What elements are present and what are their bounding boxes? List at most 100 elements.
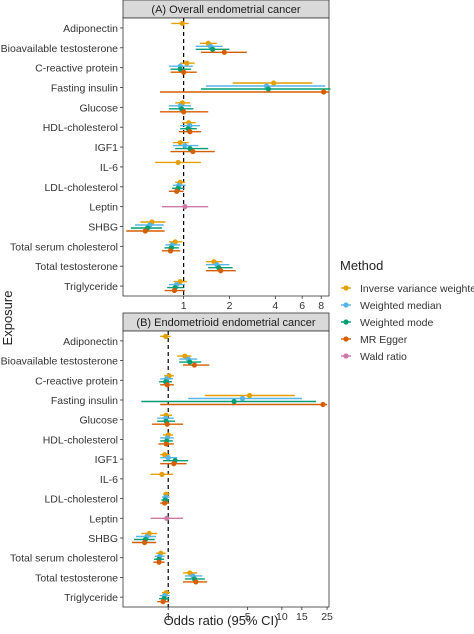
x-tick-label-b-25: 25 xyxy=(321,611,333,623)
point-a-adiponectin-inverse-variance-weighted xyxy=(179,20,185,27)
point-b-leptin-wald-ratio xyxy=(164,515,170,521)
y-tick-label-a-bioavailable-testosterone: Bioavailable testosterone xyxy=(1,43,118,55)
panel-b-title: (B) Endometrioid endometrial cancer xyxy=(136,317,315,329)
point-a-il-6-inverse-variance-weighted xyxy=(175,159,181,166)
y-tick-label-a-adiponectin: Adiponectin xyxy=(63,23,118,35)
panel-a-frame xyxy=(122,17,330,297)
point-b-ldl-cholesterol-mr-egger xyxy=(162,500,168,506)
x-axis-title: Odds ratio (95% CI) xyxy=(164,613,279,628)
point-a-hdl-cholesterol-mr-egger xyxy=(187,129,193,135)
point-b-bioavailable-testosterone-weighted-mode xyxy=(187,359,193,365)
legend-label-wald-ratio: Wald ratio xyxy=(360,351,407,363)
point-a-igf1-inverse-variance-weighted xyxy=(177,139,183,146)
panel-b: (B) Endometrioid endometrial cancer Adip… xyxy=(1,312,333,623)
y-tick-label-b-bioavailable-testosterone: Bioavailable testosterone xyxy=(1,356,118,368)
y-tick-label-b-c-reactive-protein: C-reactive protein xyxy=(35,375,118,387)
point-a-igf1-weighted-median xyxy=(182,142,188,149)
legend-key-mr-egger xyxy=(343,336,349,342)
x-tick-label-a-4: 4 xyxy=(272,300,278,312)
point-b-total-testosterone-mr-egger xyxy=(193,579,199,585)
y-tick-label-a-triglyceride: Triglyceride xyxy=(64,281,118,293)
y-tick-label-b-shbg: SHBG xyxy=(88,533,118,545)
y-tick-label-a-glucose: Glucose xyxy=(79,102,118,114)
point-a-triglyceride-mr-egger xyxy=(171,287,178,294)
legend-label-weighted-mode: Weighted mode xyxy=(360,317,434,329)
x-tick-label-a-6: 6 xyxy=(299,300,305,312)
x-tick-label-b-1: 1 xyxy=(165,611,171,623)
point-b-adiponectin-inverse-variance-weighted xyxy=(163,333,169,339)
y-axis-title: Exposure xyxy=(0,291,15,346)
x-tick-label-b-10: 10 xyxy=(276,611,288,623)
y-tick-label-b-hdl-cholesterol: HDL-cholesterol xyxy=(43,434,118,446)
panel-a: (A) Overall endometrial cancer Adiponect… xyxy=(1,0,331,312)
y-tick-label-b-igf1: IGF1 xyxy=(95,454,118,466)
y-tick-label-b-glucose: Glucose xyxy=(79,415,118,427)
y-tick-label-a-leptin: Leptin xyxy=(89,202,118,214)
point-a-c-reactive-protein-mr-egger xyxy=(181,69,187,75)
y-tick-label-b-adiponectin: Adiponectin xyxy=(63,336,118,348)
legend: Method Inverse variance weighted Weighted… xyxy=(340,258,474,363)
point-a-triglyceride-inverse-variance-weighted xyxy=(177,278,183,285)
y-tick-label-a-c-reactive-protein: C-reactive protein xyxy=(35,63,118,75)
point-b-igf1-mr-egger xyxy=(171,461,177,467)
point-b-c-reactive-protein-mr-egger xyxy=(164,382,170,388)
y-tick-label-a-fasting-insulin: Fasting insulin xyxy=(51,83,118,95)
point-b-fasting-insulin-weighted-mode xyxy=(231,398,237,405)
point-b-total-serum-cholesterol-mr-egger xyxy=(156,559,162,565)
point-b-bioavailable-testosterone-mr-egger xyxy=(191,362,198,368)
y-tick-label-a-total-testosterone: Total testosterone xyxy=(35,261,118,273)
point-a-c-reactive-protein-weighted-mode xyxy=(177,66,183,72)
y-tick-label-a-il-6: IL-6 xyxy=(100,162,118,174)
y-tick-label-b-fasting-insulin: Fasting insulin xyxy=(51,395,118,407)
y-tick-label-a-igf1: IGF1 xyxy=(95,142,118,154)
y-tick-label-a-hdl-cholesterol: HDL-cholesterol xyxy=(43,122,118,134)
x-tick-label-a-8: 8 xyxy=(318,300,324,312)
point-a-c-reactive-protein-inverse-variance-weighted xyxy=(184,60,190,66)
legend-label-weighted-median: Weighted median xyxy=(360,300,442,312)
y-tick-label-b-ldl-cholesterol: LDL-cholesterol xyxy=(44,494,118,506)
panel-b-frame xyxy=(122,330,330,608)
panel-a-title: (A) Overall endometrial cancer xyxy=(151,4,301,16)
point-b-fasting-insulin-mr-egger xyxy=(320,401,326,408)
x-tick-label-b-15: 15 xyxy=(296,611,308,623)
x-tick-label-a-1: 1 xyxy=(181,300,187,312)
point-a-shbg-mr-egger xyxy=(142,228,148,234)
legend-key-weighted-median xyxy=(343,302,349,308)
x-tick-label-a-2: 2 xyxy=(227,300,233,312)
point-a-ldl-cholesterol-mr-egger xyxy=(174,188,180,194)
y-tick-label-a-total-serum-cholesterol: Total serum cholesterol xyxy=(10,241,118,253)
x-tick-label-b-5: 5 xyxy=(245,611,251,623)
point-b-hdl-cholesterol-mr-egger xyxy=(163,441,169,447)
point-a-igf1-mr-egger xyxy=(190,148,196,155)
point-a-bioavailable-testosterone-weighted-mode xyxy=(210,46,216,52)
legend-label-inverse-variance-weighted: Inverse variance weighted xyxy=(360,283,474,295)
y-tick-label-a-ldl-cholesterol: LDL-cholesterol xyxy=(44,182,118,194)
point-b-glucose-mr-egger xyxy=(164,421,170,427)
point-b-shbg-mr-egger xyxy=(142,539,148,546)
y-tick-label-b-il-6: IL-6 xyxy=(100,474,118,486)
legend-key-inverse-variance-weighted xyxy=(343,285,349,291)
point-a-leptin-wald-ratio xyxy=(182,204,188,210)
y-tick-label-b-total-serum-cholesterol: Total serum cholesterol xyxy=(10,553,118,565)
point-a-glucose-mr-egger xyxy=(181,109,187,115)
point-a-fasting-insulin-inverse-variance-weighted xyxy=(271,80,277,86)
y-tick-label-b-total-testosterone: Total testosterone xyxy=(35,572,118,584)
point-a-fasting-insulin-mr-egger xyxy=(321,89,327,95)
point-b-il-6-inverse-variance-weighted xyxy=(159,471,165,477)
legend-key-weighted-mode xyxy=(343,319,349,325)
y-tick-label-b-leptin: Leptin xyxy=(89,513,118,525)
point-a-total-serum-cholesterol-mr-egger xyxy=(167,248,174,254)
point-b-bioavailable-testosterone-inverse-variance-weighted xyxy=(182,353,188,359)
legend-label-mr-egger: MR Egger xyxy=(360,334,408,346)
point-a-total-testosterone-mr-egger xyxy=(218,268,224,274)
point-b-fasting-insulin-weighted-median xyxy=(239,395,246,402)
point-b-igf1-weighted-median xyxy=(165,455,171,461)
y-tick-label-b-triglyceride: Triglyceride xyxy=(64,592,118,604)
legend-key-wald-ratio xyxy=(343,353,349,359)
legend-title: Method xyxy=(340,258,383,273)
point-a-bioavailable-testosterone-mr-egger xyxy=(221,49,227,55)
point-b-triglyceride-mr-egger xyxy=(160,599,166,605)
point-b-fasting-insulin-inverse-variance-weighted xyxy=(246,392,253,399)
point-b-igf1-inverse-variance-weighted xyxy=(162,452,168,458)
